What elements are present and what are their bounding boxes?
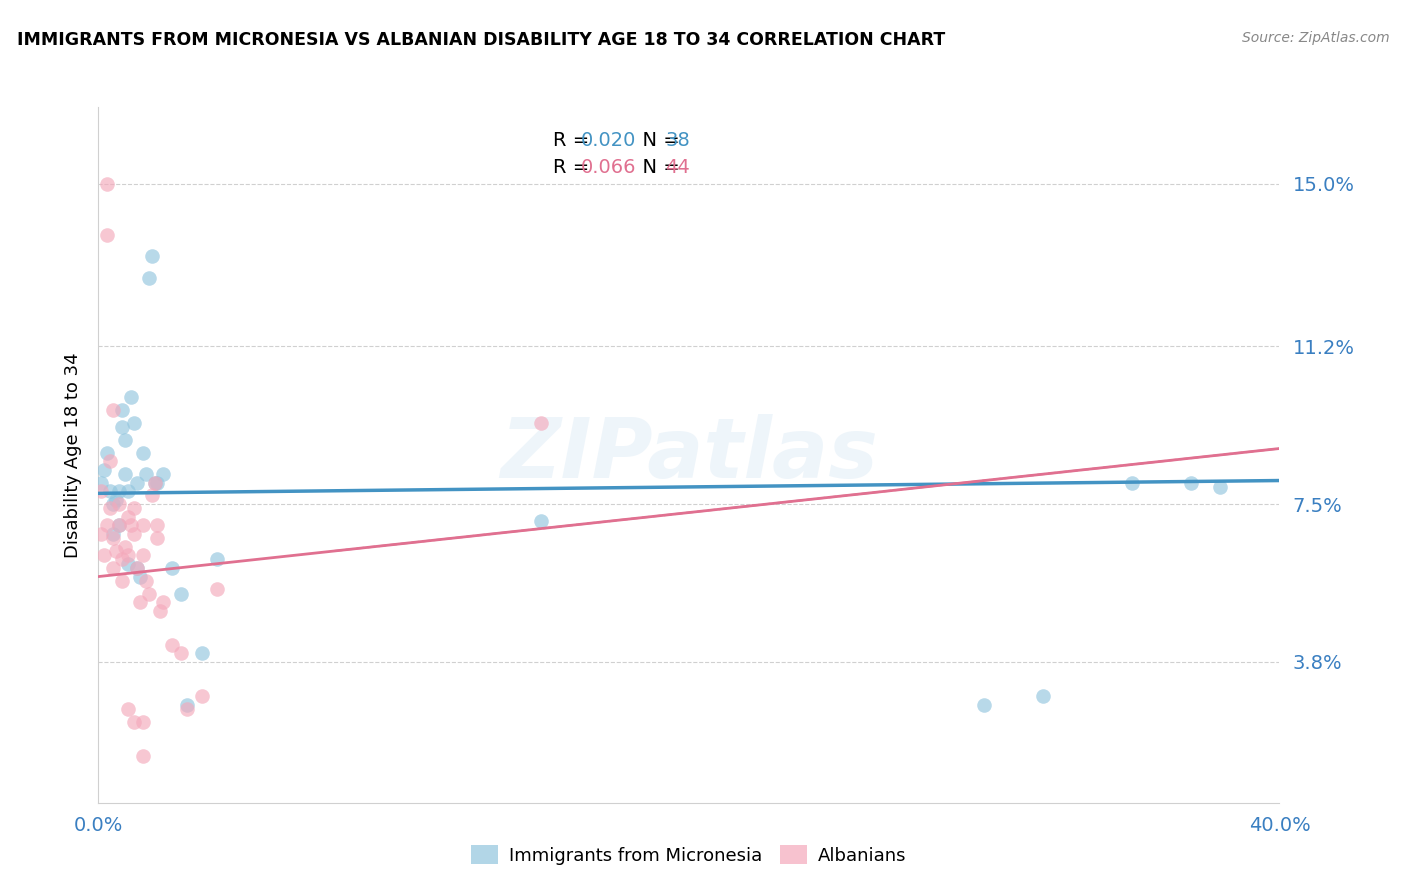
Point [128,595,150,609]
Point [125,475,148,490]
Point [191,647,214,661]
Point [132,518,155,533]
Point [1121,475,1143,490]
Text: 0.066: 0.066 [581,158,636,178]
Point [146,531,169,545]
Point [132,446,155,460]
Point [122,527,145,541]
Point [176,698,198,712]
Point [111,403,134,417]
Point [90,475,112,490]
Point [162,638,183,652]
Point [117,702,139,716]
Point [170,587,193,601]
Point [93,463,115,477]
Text: R =: R = [553,158,596,178]
Point [1209,480,1232,494]
Point [98,454,121,468]
Point [530,514,553,528]
Point [132,714,155,729]
Point [90,527,112,541]
Point [141,488,163,502]
Point [98,501,121,516]
Point [103,403,125,417]
Point [103,527,125,541]
Point [117,509,139,524]
Point [117,557,139,571]
Point [135,467,157,482]
Point [105,544,128,558]
Text: Source: ZipAtlas.com: Source: ZipAtlas.com [1241,31,1389,45]
Point [103,561,125,575]
Point [120,518,142,533]
Point [1032,689,1054,703]
Text: R =: R = [553,131,596,150]
Point [973,698,995,712]
Point [191,689,214,703]
Point [117,548,139,562]
Point [143,475,166,490]
Point [135,574,157,588]
Point [114,540,136,554]
Point [152,595,174,609]
Point [105,492,128,507]
Point [149,604,172,618]
Point [117,484,139,499]
Point [111,420,134,434]
Point [146,518,169,533]
Point [108,518,131,533]
Point [114,433,136,447]
Point [90,484,112,499]
Point [108,518,131,533]
Point [125,561,148,575]
Point [205,552,228,566]
Point [111,574,134,588]
Point [205,582,228,597]
Text: N =: N = [630,131,686,150]
Point [170,647,193,661]
Text: 0.020: 0.020 [581,131,636,150]
Point [138,270,160,285]
Y-axis label: Disability Age 18 to 34: Disability Age 18 to 34 [63,352,82,558]
Point [108,484,131,499]
Text: N =: N = [630,158,686,178]
Point [152,467,174,482]
Point [138,587,160,601]
Point [108,497,131,511]
Text: ZIPatlas: ZIPatlas [501,415,877,495]
Point [93,548,115,562]
Point [103,531,125,545]
Point [122,501,145,516]
Point [162,561,183,575]
Text: 44: 44 [665,158,690,178]
Legend: Immigrants from Micronesia, Albanians: Immigrants from Micronesia, Albanians [463,837,915,874]
Point [122,714,145,729]
Point [125,561,148,575]
Point [132,548,155,562]
Point [103,497,125,511]
Point [128,569,150,583]
Point [141,249,163,263]
Point [530,416,553,430]
Text: 38: 38 [665,131,690,150]
Point [96,446,118,460]
Text: IMMIGRANTS FROM MICRONESIA VS ALBANIAN DISABILITY AGE 18 TO 34 CORRELATION CHART: IMMIGRANTS FROM MICRONESIA VS ALBANIAN D… [17,31,945,49]
Point [114,467,136,482]
Point [96,228,118,243]
Point [176,702,198,716]
Point [111,552,134,566]
Point [122,416,145,430]
Point [132,748,155,763]
Point [146,475,169,490]
Point [120,390,142,404]
Point [96,518,118,533]
Point [96,177,118,191]
Point [1180,475,1202,490]
Point [98,484,121,499]
Point [143,475,166,490]
